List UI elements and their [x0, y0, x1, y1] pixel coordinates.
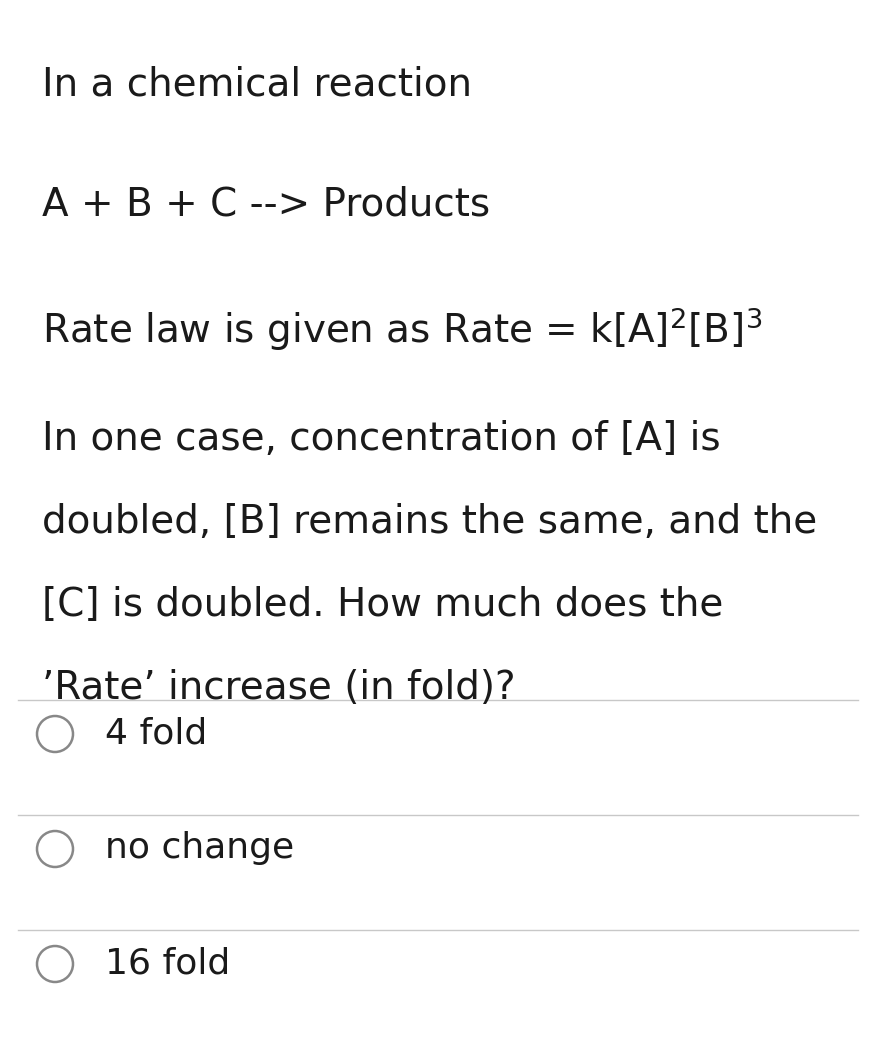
Text: [C] is doubled. How much does the: [C] is doubled. How much does the: [42, 586, 724, 624]
Text: Rate law is given as Rate = k[A]$^2$[B]$^3$: Rate law is given as Rate = k[A]$^2$[B]$…: [42, 305, 762, 353]
Text: 4 fold: 4 fold: [105, 716, 208, 750]
Text: ’Rate’ increase (in fold)?: ’Rate’ increase (in fold)?: [42, 669, 516, 707]
Text: In one case, concentration of [A] is: In one case, concentration of [A] is: [42, 419, 721, 458]
Text: In a chemical reaction: In a chemical reaction: [42, 65, 472, 103]
Text: 16 fold: 16 fold: [105, 946, 230, 980]
Text: no change: no change: [105, 830, 294, 866]
Text: doubled, [B] remains the same, and the: doubled, [B] remains the same, and the: [42, 503, 817, 541]
Text: A + B + C --> Products: A + B + C --> Products: [42, 185, 491, 223]
